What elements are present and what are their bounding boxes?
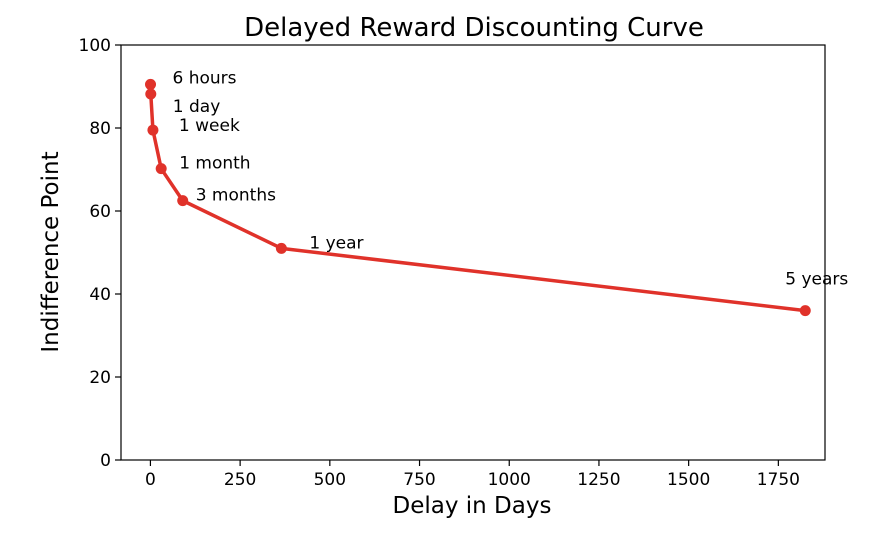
data-point <box>177 195 189 207</box>
plot-area-frame <box>120 44 826 461</box>
y-tick-label: 100 <box>79 36 111 56</box>
y-tick-label: 40 <box>89 285 111 305</box>
point-annotation: 1 month <box>179 154 250 174</box>
y-tick-label: 80 <box>89 119 111 139</box>
point-annotation: 1 week <box>179 116 240 136</box>
y-tick-label: 0 <box>100 451 111 471</box>
x-tick-label: 1750 <box>757 470 800 490</box>
point-annotation: 5 years <box>785 270 848 290</box>
x-tick-label: 1000 <box>488 470 531 490</box>
x-axis-ticks: 0 250 500 750 1000 1250 1500 1750 <box>145 460 800 490</box>
point-annotation: 1 year <box>309 233 363 253</box>
y-axis-ticks: 0 20 40 60 80 100 <box>79 36 121 471</box>
x-tick-label: 750 <box>403 470 435 490</box>
chart-title: Delayed Reward Discounting Curve <box>244 13 704 43</box>
y-tick-label: 20 <box>89 368 111 388</box>
data-point <box>145 78 157 90</box>
y-tick-label: 60 <box>89 202 111 222</box>
data-point <box>275 242 287 254</box>
data-point <box>155 163 167 175</box>
x-tick-label: 1250 <box>577 470 620 490</box>
x-tick-label: 250 <box>224 470 256 490</box>
point-annotation: 6 hours <box>173 68 237 88</box>
x-tick-label: 0 <box>145 470 156 490</box>
data-point <box>145 88 157 100</box>
x-tick-label: 500 <box>314 470 346 490</box>
data-point <box>147 124 159 136</box>
data-point <box>799 305 811 317</box>
x-tick-label: 1500 <box>667 470 710 490</box>
point-annotation: 1 day <box>173 97 221 117</box>
point-annotation: 3 months <box>196 186 276 206</box>
x-axis-label: Delay in Days <box>393 493 552 519</box>
y-axis-label: Indifference Point <box>38 151 64 352</box>
